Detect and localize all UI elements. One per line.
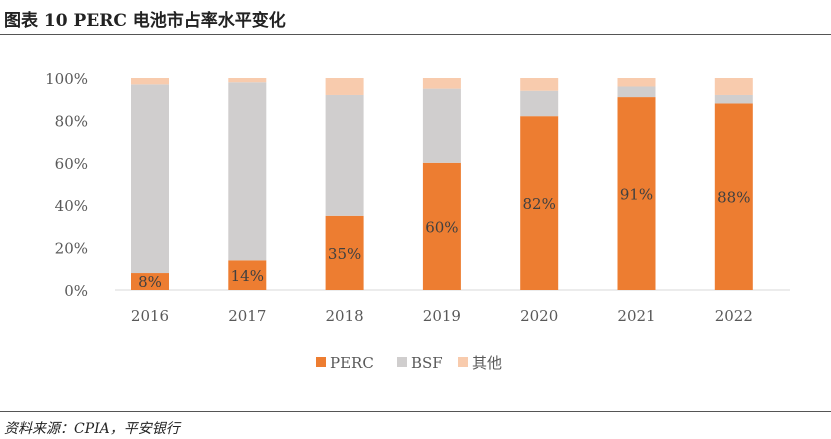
bar-其他-2017 — [228, 78, 267, 83]
bar-perc-2020 — [520, 116, 559, 290]
bar-perc-2016 — [131, 273, 169, 290]
y-tick-label: 20% — [55, 240, 88, 258]
legend-label: 其他 — [472, 354, 502, 372]
x-tick-label: 2019 — [423, 307, 461, 325]
y-tick-label: 100% — [45, 70, 88, 88]
data-label: 8% — [138, 273, 162, 291]
x-tick-label: 2022 — [715, 307, 753, 325]
bar-bsf-2016 — [131, 84, 169, 274]
data-label: 91% — [620, 186, 653, 204]
source-note: 资料来源：CPIA，平安银行 — [4, 421, 180, 437]
bar-bsf-2021 — [617, 86, 656, 98]
divider — [0, 34, 831, 35]
legend-swatch-2 — [458, 357, 468, 367]
bar-perc-2017 — [228, 260, 267, 290]
x-tick-label: 2021 — [617, 307, 655, 325]
figure-title: 图表 10 PERC 电池市占率水平变化 — [4, 11, 286, 31]
y-tick-label: 0% — [64, 282, 88, 300]
bar-bsf-2020 — [520, 90, 559, 117]
legend-label: PERC — [330, 354, 374, 372]
bar-其他-2019 — [422, 78, 461, 89]
y-tick-label: 40% — [55, 197, 88, 215]
legend-swatch-0 — [316, 357, 326, 367]
bar-perc-2018 — [325, 215, 364, 290]
x-tick-label: 2016 — [131, 307, 169, 325]
bar-其他-2021 — [617, 78, 656, 87]
bar-bsf-2022 — [714, 94, 753, 104]
stacked-bar-chart: 0% 20% 40% 60% 80% 100% 8% 2016 14% 2017 35% 2018 60… — [45, 70, 790, 372]
data-label: 14% — [231, 267, 264, 285]
legend-swatch-1 — [397, 357, 407, 367]
data-label: 82% — [523, 195, 556, 213]
data-label: 60% — [425, 218, 458, 236]
x-tick-label: 2017 — [228, 307, 266, 325]
bar-bsf-2018 — [325, 94, 364, 216]
divider — [0, 411, 831, 412]
x-tick-label: 2020 — [520, 307, 558, 325]
bar-perc-2021 — [617, 97, 656, 290]
bar-bsf-2017 — [228, 82, 267, 261]
data-label: 35% — [328, 245, 361, 263]
bar-perc-2022 — [714, 103, 753, 290]
bar-其他-2018 — [325, 78, 364, 95]
bar-其他-2016 — [131, 78, 169, 85]
bar-perc-2019 — [422, 162, 461, 290]
y-tick-label: 80% — [55, 112, 88, 130]
data-label: 88% — [717, 189, 750, 207]
x-tick-label: 2018 — [326, 307, 364, 325]
bar-bsf-2019 — [422, 88, 461, 163]
bar-其他-2022 — [714, 78, 753, 95]
y-tick-label: 60% — [55, 155, 88, 173]
legend-label: BSF — [411, 354, 443, 372]
bar-其他-2020 — [520, 78, 559, 91]
